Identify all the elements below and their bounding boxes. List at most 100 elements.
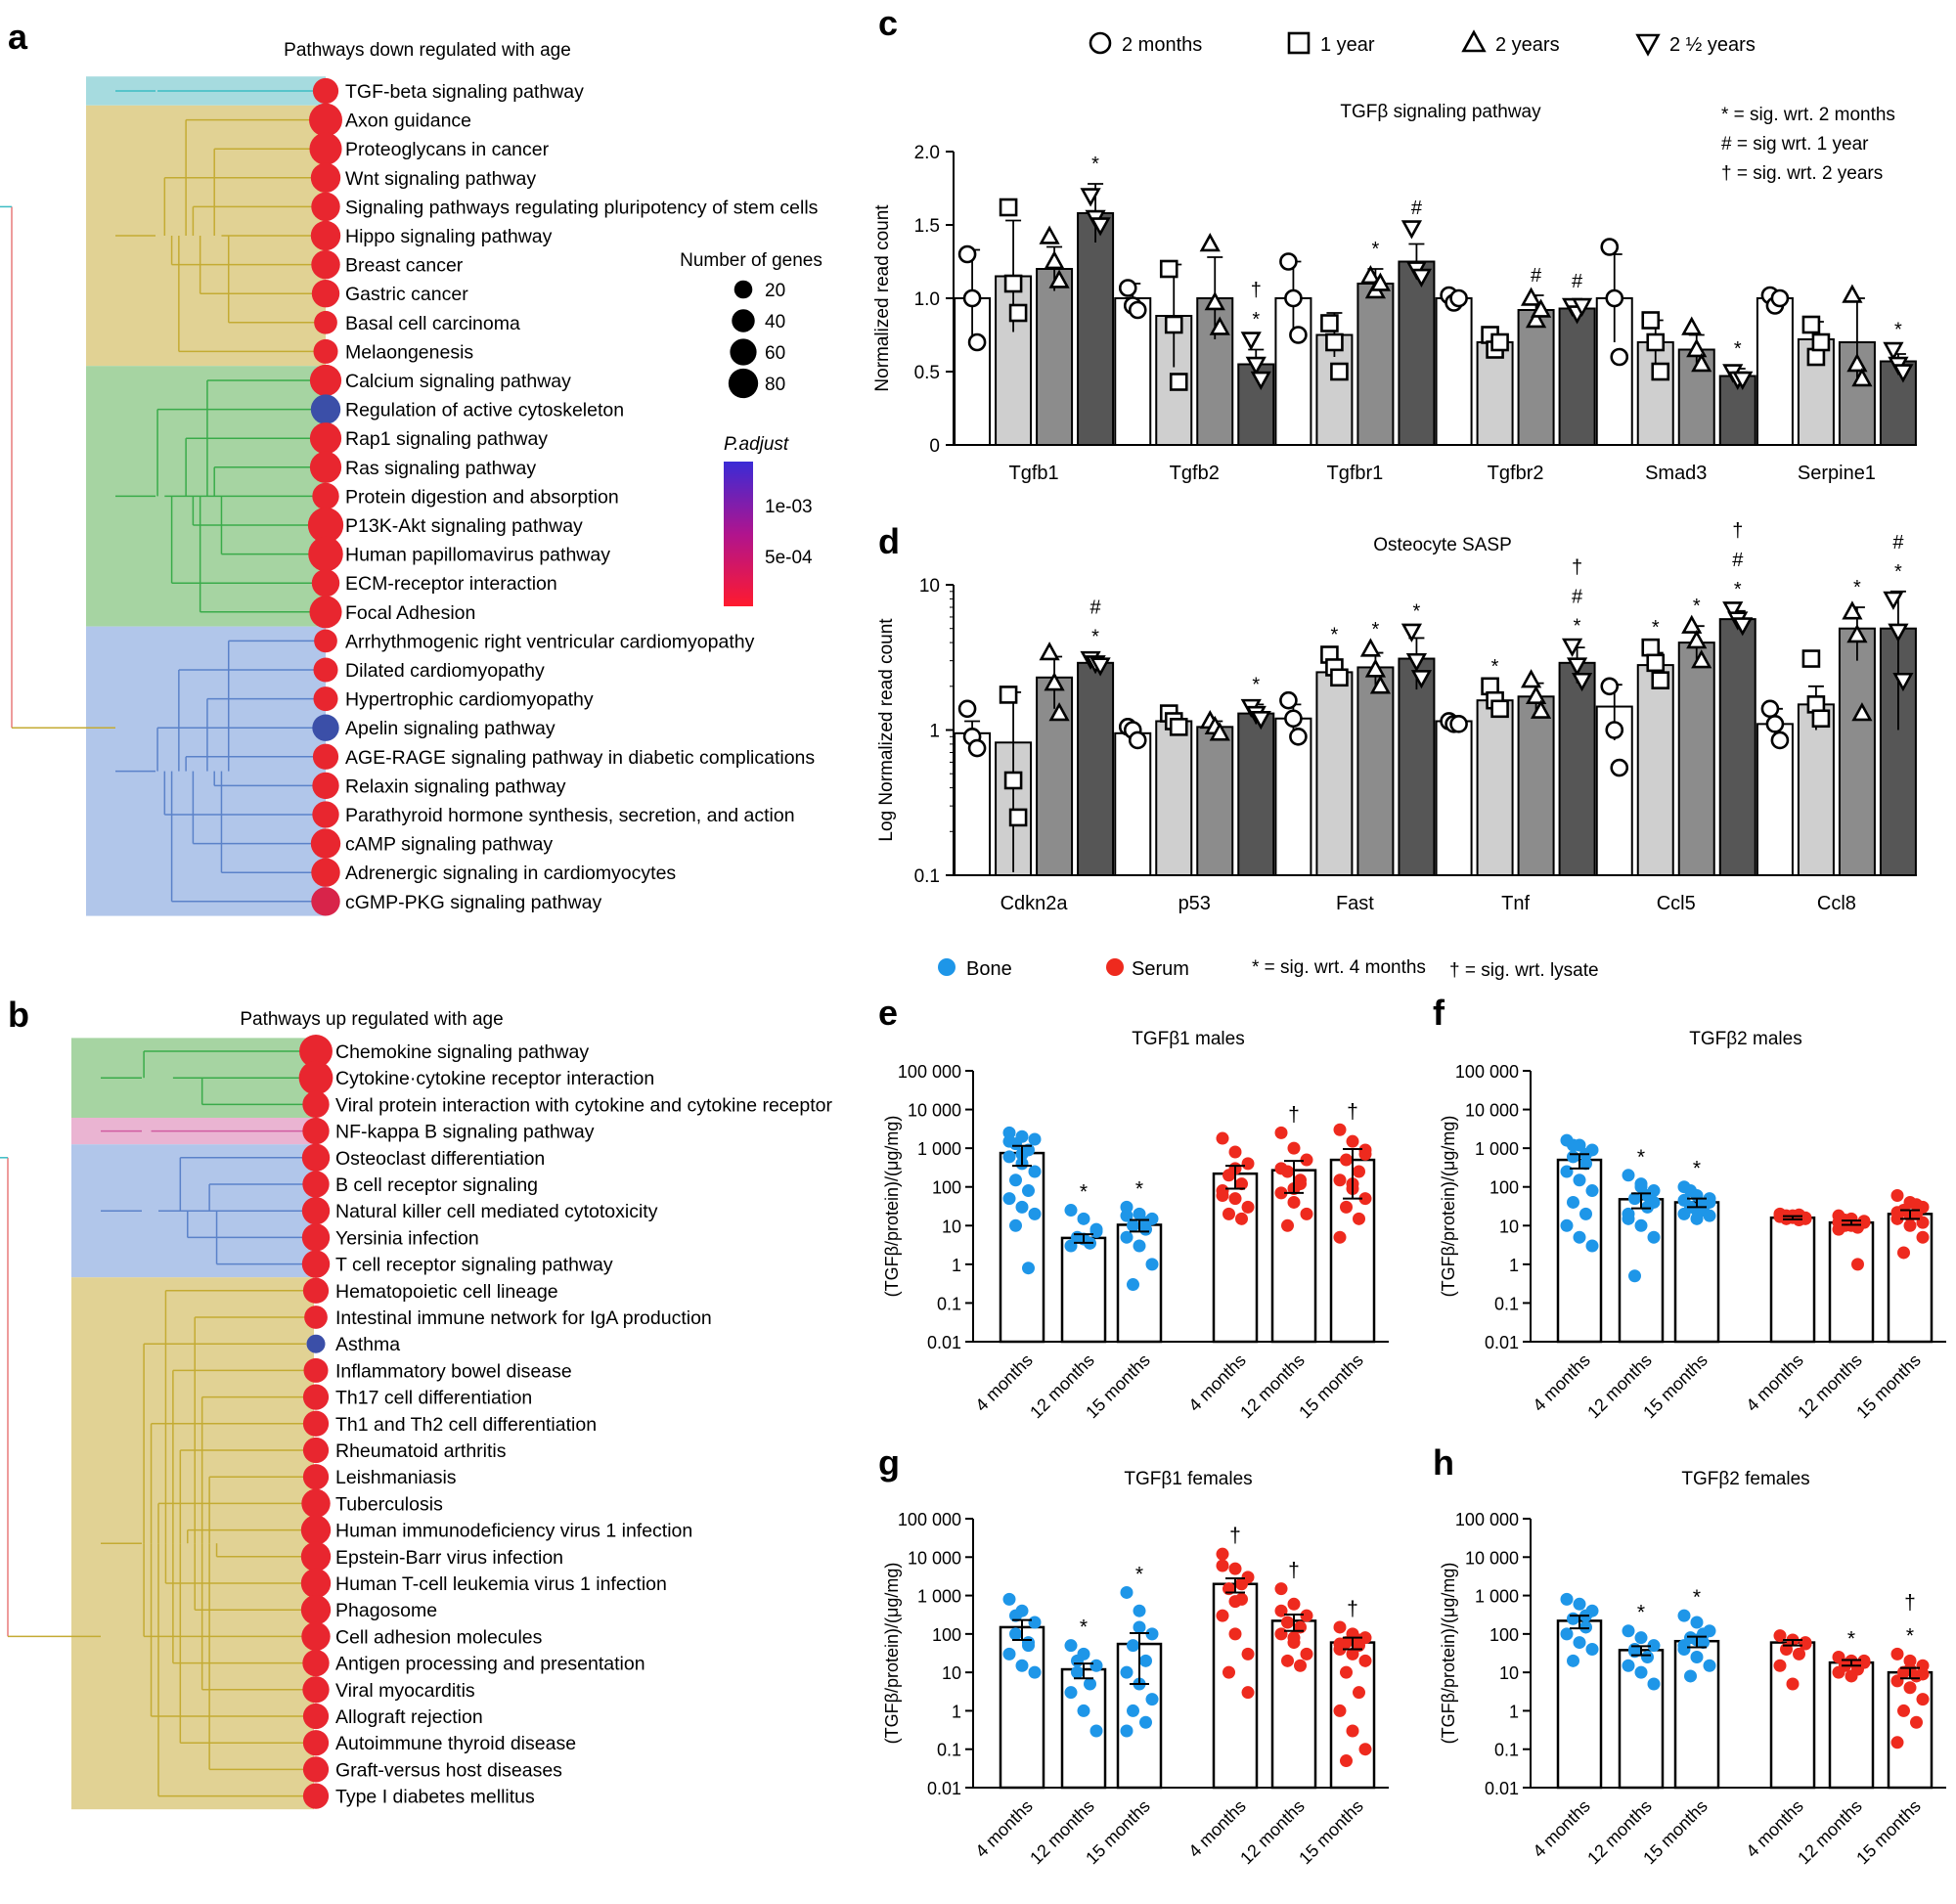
data-point bbox=[1127, 1639, 1139, 1653]
bar bbox=[1558, 307, 1596, 446]
pathway-label: Chemokine signaling pathway bbox=[335, 1041, 589, 1063]
data-point bbox=[1346, 1724, 1359, 1738]
data-point bbox=[1571, 297, 1593, 317]
significance-mark: * bbox=[1080, 1616, 1088, 1639]
data-point bbox=[1691, 649, 1712, 669]
pathway-dot bbox=[309, 132, 342, 165]
data-point bbox=[1120, 1585, 1134, 1599]
pathway-dot bbox=[302, 1437, 330, 1464]
data-point bbox=[1089, 657, 1111, 677]
legend-bone-dot bbox=[938, 958, 956, 976]
y-axis-label: Log Normalized read count bbox=[876, 618, 897, 842]
significance-mark: * bbox=[1091, 626, 1099, 647]
data-point bbox=[1120, 1724, 1134, 1738]
data-point bbox=[1842, 284, 1863, 303]
data-point bbox=[1888, 623, 1909, 642]
data-point bbox=[1333, 1704, 1347, 1717]
significance-mark: * bbox=[1734, 338, 1742, 360]
pathway-label: Autoimmune thyroid disease bbox=[335, 1733, 576, 1754]
padj-tick-label: 5e-04 bbox=[765, 548, 813, 568]
legend-label: 2 years bbox=[1495, 34, 1560, 56]
data-point bbox=[1245, 356, 1267, 376]
data-point bbox=[1773, 1659, 1787, 1672]
data-point bbox=[1028, 1207, 1042, 1220]
size-legend-title: Number of genes bbox=[680, 250, 822, 271]
pathway-dot bbox=[311, 568, 340, 598]
size-legend-dot bbox=[730, 338, 757, 366]
data-point bbox=[1281, 1654, 1294, 1667]
y-tick-label: 0.01 bbox=[1485, 1333, 1519, 1352]
pathway-dot bbox=[302, 1756, 330, 1783]
data-point bbox=[1333, 1230, 1347, 1244]
significance-mark: * bbox=[1372, 619, 1380, 641]
data-point bbox=[1241, 1647, 1255, 1660]
data-point bbox=[1359, 265, 1382, 285]
data-point bbox=[1641, 311, 1661, 330]
pathway-dot bbox=[310, 162, 341, 194]
data-point bbox=[1120, 1665, 1134, 1679]
data-point bbox=[1369, 675, 1392, 694]
data-point bbox=[1287, 1141, 1301, 1155]
data-point bbox=[1330, 668, 1349, 687]
data-point bbox=[1002, 1592, 1016, 1606]
significance-legend: # = sig wrt. 1 year bbox=[1721, 134, 1869, 155]
data-point bbox=[1628, 1269, 1641, 1283]
data-point bbox=[1009, 1218, 1022, 1232]
pathway-label: Axon guidance bbox=[345, 111, 471, 132]
pathway-label: Th1 and Th2 cell differentiation bbox=[335, 1414, 597, 1436]
data-point bbox=[1089, 1659, 1103, 1672]
data-point bbox=[1216, 1559, 1229, 1572]
data-point bbox=[1022, 1184, 1035, 1198]
data-point bbox=[1204, 291, 1225, 311]
bar bbox=[999, 1151, 1045, 1344]
pathway-label: Human immunodeficiency virus 1 infection bbox=[335, 1521, 692, 1542]
data-point bbox=[1605, 721, 1624, 739]
data-point bbox=[1080, 188, 1101, 207]
y-axis-label: (TGFβ/protein)/(μg/mg) bbox=[1439, 1116, 1458, 1298]
pathway-dot bbox=[301, 1143, 331, 1173]
data-point bbox=[1274, 1126, 1288, 1139]
pathway-dot bbox=[309, 451, 342, 483]
significance-legend: † = sig. wrt. lysate bbox=[1449, 960, 1599, 981]
significance-mark: * bbox=[1734, 579, 1742, 600]
pathway-label: Type I diabetes mellitus bbox=[335, 1787, 535, 1808]
significance-mark: * bbox=[1693, 1586, 1701, 1609]
data-point bbox=[1560, 1627, 1574, 1641]
significance-mark: † bbox=[1572, 556, 1582, 578]
data-point bbox=[1064, 1639, 1078, 1653]
data-point bbox=[1228, 1627, 1242, 1641]
y-tick-label: 100 000 bbox=[898, 1510, 961, 1529]
bar bbox=[954, 731, 992, 876]
significance-mark: † bbox=[1251, 280, 1262, 301]
bar bbox=[1060, 1236, 1107, 1344]
data-point bbox=[1028, 1616, 1042, 1629]
x-tick-label: Fast bbox=[1336, 893, 1374, 914]
data-point bbox=[1228, 1595, 1242, 1609]
significance-mark: * bbox=[1135, 1563, 1143, 1585]
data-point bbox=[1359, 638, 1382, 657]
data-point bbox=[1358, 1654, 1372, 1667]
pathway-dot bbox=[303, 1357, 329, 1383]
pathway-label: Adrenergic signaling in cardiomyocytes bbox=[345, 863, 676, 884]
data-point bbox=[1028, 1132, 1042, 1146]
pathway-dot bbox=[313, 338, 338, 364]
bar bbox=[1077, 661, 1115, 877]
data-point bbox=[1760, 699, 1780, 719]
data-point bbox=[1164, 315, 1183, 334]
bar bbox=[1435, 720, 1473, 877]
bar bbox=[1196, 726, 1234, 876]
chart-title: TGFβ signaling pathway bbox=[1340, 102, 1541, 122]
data-point bbox=[1353, 1633, 1365, 1647]
pathway-label: Hippo signaling pathway bbox=[345, 226, 553, 247]
data-point bbox=[1139, 1654, 1152, 1667]
data-point bbox=[1690, 1651, 1704, 1664]
pathway-label: T cell receptor signaling pathway bbox=[335, 1255, 613, 1276]
y-axis-label: (TGFβ/protein)/(μg/mg) bbox=[1439, 1563, 1458, 1745]
data-point bbox=[1048, 702, 1070, 722]
data-point bbox=[1064, 1686, 1078, 1700]
data-point bbox=[1732, 617, 1754, 637]
data-point bbox=[1641, 1651, 1654, 1664]
data-point bbox=[1281, 1218, 1294, 1232]
padj-tick-label: 1e-03 bbox=[765, 497, 813, 517]
data-point bbox=[1910, 1715, 1923, 1729]
